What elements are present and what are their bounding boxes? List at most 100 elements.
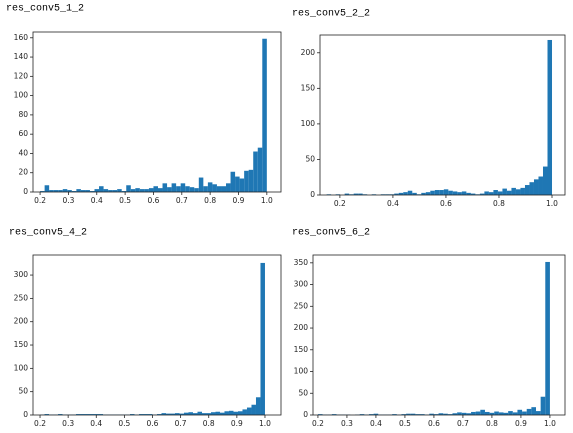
bar [344,193,350,195]
x-tick-label: 1.0 [544,419,556,428]
bar [497,191,503,195]
bar [130,189,136,192]
bar [443,189,449,195]
x-tick-label: 0.8 [204,196,216,205]
bar [461,412,467,415]
bar [359,414,365,415]
bar [167,187,172,192]
bar [255,397,261,415]
x-tick-label: 0.8 [493,199,505,208]
bar [201,413,207,415]
x-tick-label: 0.8 [486,419,498,428]
bar [522,411,527,415]
bar [420,414,425,415]
bar [161,413,166,415]
bar [139,189,145,192]
bar [542,166,548,195]
bar [251,404,256,415]
bar [206,413,211,415]
bar [174,413,180,415]
bar [219,412,225,415]
bar [58,190,63,192]
plot-frame [319,34,566,196]
bar [503,412,509,415]
bar [76,414,81,415]
bar [153,186,158,192]
plot-frame [32,254,282,416]
y-tick-label: 250 [14,293,29,302]
y-tick-label: 250 [294,301,309,310]
bar [498,412,504,415]
y-tick-label: 100 [14,363,29,372]
y-tick-label: 0 [23,187,28,196]
bar [392,414,397,415]
bar [215,411,220,415]
x-tick-label: 0.2 [34,196,46,205]
bar [143,414,149,415]
x-tick-label: 0.4 [91,196,103,205]
y-tick-label: 120 [14,71,29,80]
bar [203,186,208,192]
x-tick-label: 0.7 [176,196,188,205]
y-tick-label: 200 [14,317,29,326]
y-tick-label: 160 [14,33,29,42]
bar [358,193,363,195]
bar [461,191,467,195]
y-tick-label: 20 [18,168,28,177]
y-tick-label: 100 [14,91,29,100]
bar [429,413,434,415]
bar [508,411,513,415]
bar [135,188,140,192]
bar [533,179,539,195]
bar [511,187,516,195]
bar [139,414,144,415]
x-tick-label: 0.4 [90,419,102,428]
bar [452,413,458,415]
x-tick-label: 0.9 [231,419,243,428]
y-tick-label: 150 [14,340,29,349]
bar [407,190,413,195]
bar [89,414,95,415]
x-tick-label: 0.6 [428,419,440,428]
bar [85,414,90,415]
bar [466,192,471,195]
bar [89,191,95,192]
bar [170,413,175,415]
bar [406,413,411,415]
bar [494,411,499,415]
y-tick-label: 300 [14,270,29,279]
bar [246,407,252,415]
bar [237,411,243,415]
x-tick-label: 0.3 [62,419,74,428]
bar [53,190,59,192]
x-tick-label: 0.4 [387,199,399,208]
bar [470,193,476,195]
bar [244,170,249,192]
bar [162,183,168,192]
x-tick-label: 1.0 [259,419,271,428]
bar [353,193,359,195]
x-tick-label: 0.7 [175,419,187,428]
bar [76,189,81,192]
bar [216,186,222,192]
bar [410,413,416,415]
y-tick-label: 50 [298,388,308,397]
bar [253,151,258,192]
bar [94,414,99,415]
bar [457,412,462,415]
y-tick-label: 200 [301,48,316,57]
bar [99,186,104,192]
y-tick-label: 100 [301,119,316,128]
bar [179,413,184,415]
bar [457,192,462,195]
bar [224,411,229,415]
bar [401,414,407,415]
chart-title: res_conv5_4_2 [9,228,87,239]
x-tick-label: 1.0 [546,199,558,208]
bar [248,169,254,192]
bar [260,262,265,415]
bar [425,192,431,195]
bar [183,412,189,415]
bar [439,190,444,195]
bar [447,414,453,415]
